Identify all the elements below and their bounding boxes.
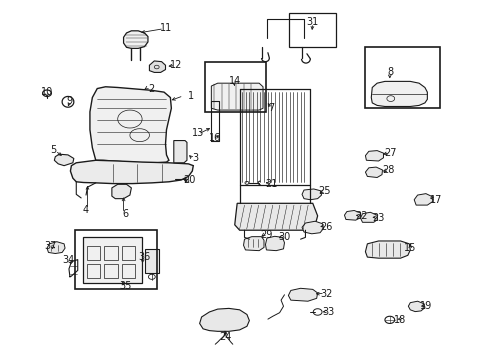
Polygon shape: [413, 194, 432, 205]
Polygon shape: [173, 140, 186, 163]
Bar: [104, 246, 118, 260]
Text: 15: 15: [403, 243, 416, 253]
Polygon shape: [365, 150, 383, 161]
Text: 32: 32: [320, 289, 332, 299]
Text: 30: 30: [278, 232, 290, 242]
Polygon shape: [360, 212, 377, 222]
Text: 17: 17: [428, 195, 441, 205]
Polygon shape: [344, 211, 360, 220]
Text: 19: 19: [419, 301, 431, 311]
Polygon shape: [265, 236, 284, 251]
Text: 4: 4: [83, 206, 89, 216]
Polygon shape: [288, 288, 317, 301]
Bar: [122, 246, 135, 260]
Text: 22: 22: [355, 211, 367, 221]
Polygon shape: [112, 184, 131, 199]
Text: 31: 31: [306, 17, 318, 27]
Text: 37: 37: [44, 241, 57, 251]
Text: 10: 10: [41, 87, 53, 97]
Polygon shape: [302, 189, 321, 200]
Text: 9: 9: [66, 96, 72, 106]
Polygon shape: [82, 237, 142, 283]
Text: 27: 27: [384, 148, 396, 158]
Text: 11: 11: [160, 23, 172, 33]
Text: 12: 12: [170, 60, 182, 70]
Text: 23: 23: [372, 213, 384, 222]
Polygon shape: [407, 301, 424, 312]
Text: 26: 26: [320, 222, 332, 231]
Polygon shape: [211, 83, 263, 110]
Text: 3: 3: [192, 153, 199, 163]
Text: 36: 36: [138, 252, 150, 262]
Bar: [289, 13, 335, 47]
Polygon shape: [365, 241, 409, 258]
Polygon shape: [123, 31, 148, 48]
Text: 18: 18: [394, 315, 406, 325]
Text: 1: 1: [187, 91, 194, 101]
Polygon shape: [149, 61, 165, 72]
Text: 20: 20: [183, 175, 196, 185]
Text: 14: 14: [228, 76, 241, 86]
Text: 7: 7: [267, 103, 274, 113]
Bar: [122, 264, 135, 278]
Bar: [205, 62, 266, 112]
Text: 21: 21: [264, 179, 277, 189]
Text: 28: 28: [382, 165, 394, 175]
Bar: [86, 246, 100, 260]
Polygon shape: [47, 242, 65, 253]
Text: 13: 13: [192, 129, 204, 138]
Text: 34: 34: [62, 255, 74, 265]
Text: 16: 16: [209, 133, 221, 143]
Text: 29: 29: [260, 230, 272, 239]
Bar: [75, 230, 157, 289]
Text: 5: 5: [50, 144, 57, 154]
Text: 8: 8: [387, 67, 393, 77]
Polygon shape: [144, 249, 159, 273]
Text: 6: 6: [122, 209, 128, 219]
Polygon shape: [70, 160, 193, 184]
Text: 2: 2: [148, 84, 155, 94]
Polygon shape: [199, 309, 249, 331]
Text: 24: 24: [218, 332, 231, 342]
Text: 25: 25: [318, 186, 330, 197]
Bar: [104, 264, 118, 278]
Polygon shape: [54, 154, 74, 166]
Polygon shape: [234, 203, 317, 230]
Polygon shape: [243, 237, 264, 251]
Polygon shape: [90, 87, 171, 163]
Text: 35: 35: [119, 281, 131, 291]
Text: 33: 33: [322, 307, 334, 317]
Bar: [365, 47, 439, 108]
Polygon shape: [302, 221, 323, 234]
Bar: [86, 264, 100, 278]
Polygon shape: [365, 167, 382, 177]
Polygon shape: [370, 81, 427, 107]
